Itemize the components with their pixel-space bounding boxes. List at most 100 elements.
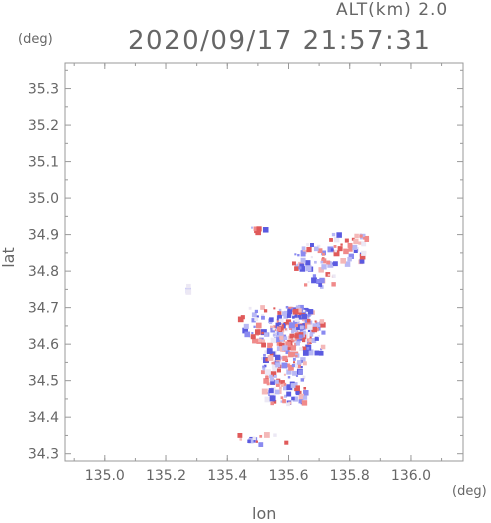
echo-cell bbox=[294, 333, 300, 339]
echo-cell bbox=[278, 322, 281, 326]
echo-cell bbox=[292, 313, 298, 319]
echo-cell bbox=[343, 248, 349, 255]
echo-cell bbox=[295, 354, 298, 358]
echo-cell bbox=[285, 341, 291, 348]
echo-cell bbox=[300, 251, 306, 257]
echo-cell bbox=[247, 439, 251, 444]
echo-cell bbox=[287, 344, 293, 351]
echo-cell bbox=[332, 274, 336, 278]
echo-cell bbox=[300, 250, 303, 253]
echo-cell bbox=[318, 283, 323, 287]
echo-cell bbox=[307, 329, 311, 333]
echo-cell bbox=[267, 342, 273, 348]
echo-cell bbox=[308, 339, 312, 343]
echo-cell bbox=[292, 308, 299, 315]
echo-cell bbox=[301, 246, 306, 251]
echo-cell bbox=[290, 345, 297, 351]
echo-cell bbox=[267, 355, 274, 361]
echo-cell bbox=[283, 373, 286, 376]
echo-cell bbox=[292, 357, 296, 361]
echo-cell bbox=[260, 305, 265, 310]
echo-cell bbox=[327, 273, 330, 277]
echo-cell bbox=[309, 333, 314, 337]
echo-cell bbox=[291, 307, 294, 311]
echo-cell bbox=[270, 401, 275, 406]
echo-cell bbox=[266, 382, 270, 386]
x-tick-label: 135.4 bbox=[207, 468, 247, 484]
echo-cell bbox=[327, 261, 334, 268]
echo-cell bbox=[320, 260, 324, 264]
echo-cell bbox=[344, 238, 349, 243]
echo-cell bbox=[303, 386, 307, 390]
echo-cell bbox=[291, 396, 295, 401]
echo-cell bbox=[300, 357, 306, 363]
echo-cell bbox=[260, 339, 266, 344]
echo-cell bbox=[295, 391, 300, 395]
echo-cell bbox=[301, 310, 306, 316]
echo-cell bbox=[306, 318, 311, 323]
echo-cell bbox=[340, 243, 343, 246]
echo-cell bbox=[359, 234, 363, 238]
echo-cell bbox=[280, 396, 284, 400]
echo-cell bbox=[248, 306, 252, 310]
echo-cell bbox=[282, 399, 286, 403]
echo-cell bbox=[270, 371, 277, 377]
echo-cell bbox=[327, 246, 334, 253]
echo-cell bbox=[271, 361, 274, 365]
plot-frame bbox=[64, 62, 464, 462]
echo-cell bbox=[307, 313, 311, 317]
echo-cell bbox=[277, 314, 282, 319]
echo-cell bbox=[263, 432, 270, 438]
echo-cell bbox=[329, 238, 333, 242]
echo-cell bbox=[294, 323, 298, 328]
echo-cell bbox=[364, 237, 370, 242]
echo-cell bbox=[294, 253, 297, 256]
echo-cell bbox=[319, 277, 325, 284]
y-tick-label: 34.4 bbox=[28, 410, 59, 426]
echo-cell bbox=[276, 368, 281, 373]
echo-cell bbox=[280, 400, 283, 403]
echo-cell bbox=[281, 362, 288, 369]
echo-cell bbox=[275, 382, 280, 387]
echo-cell bbox=[279, 346, 285, 352]
echo-cell bbox=[269, 374, 273, 379]
echo-cell bbox=[260, 357, 264, 360]
echo-cell bbox=[286, 313, 292, 318]
echo-cell bbox=[305, 260, 311, 266]
echo-cell bbox=[276, 326, 281, 331]
echo-cell bbox=[270, 325, 274, 330]
x-tick-label: 135.8 bbox=[330, 468, 370, 484]
y-tick-label: 34.7 bbox=[28, 301, 59, 317]
echo-cell bbox=[265, 376, 268, 379]
echo-cell bbox=[284, 440, 289, 445]
y-axis-unit: (deg) bbox=[18, 32, 53, 47]
echo-cell bbox=[256, 315, 259, 318]
echo-cell bbox=[296, 324, 302, 330]
echo-cell bbox=[320, 322, 326, 328]
x-tick-label: 136.0 bbox=[391, 468, 431, 484]
echo-cell bbox=[311, 277, 317, 284]
echo-cell bbox=[263, 378, 269, 384]
echo-cell bbox=[289, 333, 295, 339]
echo-cell bbox=[302, 323, 306, 326]
echo-cell bbox=[255, 440, 258, 443]
y-tick-label: 34.6 bbox=[28, 337, 59, 353]
echo-cell bbox=[316, 278, 322, 285]
echo-cell bbox=[276, 342, 281, 346]
echo-cell bbox=[314, 350, 320, 356]
echo-cell bbox=[334, 249, 337, 253]
echo-cell bbox=[258, 442, 264, 447]
echo-cell bbox=[331, 232, 336, 237]
echo-cell bbox=[288, 322, 295, 329]
echo-cell bbox=[294, 385, 300, 392]
echo-cell bbox=[361, 241, 367, 247]
echo-cell bbox=[286, 402, 290, 407]
echo-cell bbox=[262, 367, 266, 371]
y-tick-label: 35.3 bbox=[28, 82, 59, 98]
echo-cell bbox=[307, 281, 310, 284]
echo-cell bbox=[284, 394, 287, 398]
echo-cell bbox=[265, 357, 270, 362]
echo-cell bbox=[264, 350, 268, 354]
echo-cell bbox=[302, 375, 306, 379]
x-axis-unit: (deg) bbox=[452, 484, 487, 499]
